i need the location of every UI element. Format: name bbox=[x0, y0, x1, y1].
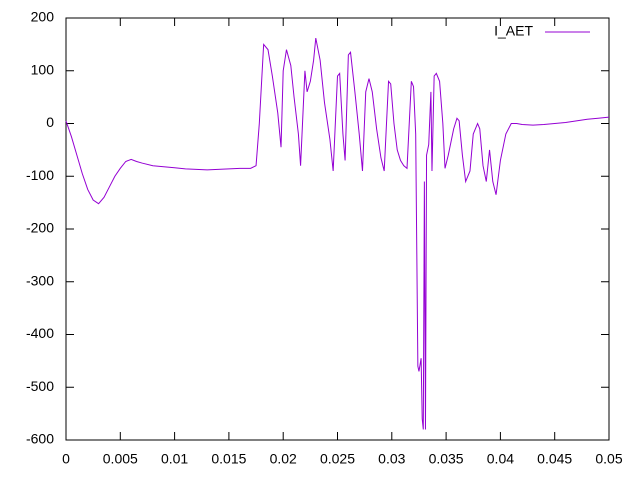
x-tick-label: 0.01 bbox=[161, 451, 188, 467]
y-tick-label: -600 bbox=[26, 431, 54, 447]
x-tick-label: 0.045 bbox=[537, 451, 572, 467]
y-tick-label: -300 bbox=[26, 272, 54, 288]
data-line bbox=[65, 37, 610, 430]
y-tick-label: 100 bbox=[31, 61, 55, 77]
x-tick-label: 0.04 bbox=[487, 451, 514, 467]
x-tick-label: 0.05 bbox=[595, 451, 622, 467]
x-tick-label: 0.025 bbox=[320, 451, 355, 467]
y-tick-label: -100 bbox=[26, 167, 54, 183]
y-tick-label: -200 bbox=[26, 220, 54, 236]
x-tick-label: 0.005 bbox=[103, 451, 138, 467]
x-tick-label: 0.03 bbox=[378, 451, 405, 467]
x-tick-label: 0 bbox=[62, 451, 70, 467]
x-tick-label: 0.015 bbox=[211, 451, 246, 467]
y-tick-label: 200 bbox=[31, 9, 55, 25]
y-tick-label: -500 bbox=[26, 378, 54, 394]
x-tick-label: 0.035 bbox=[429, 451, 464, 467]
legend-label: I_AET bbox=[494, 23, 533, 39]
y-tick-label: 0 bbox=[46, 114, 54, 130]
y-tick-label: -400 bbox=[26, 325, 54, 341]
x-tick-label: 0.02 bbox=[270, 451, 297, 467]
